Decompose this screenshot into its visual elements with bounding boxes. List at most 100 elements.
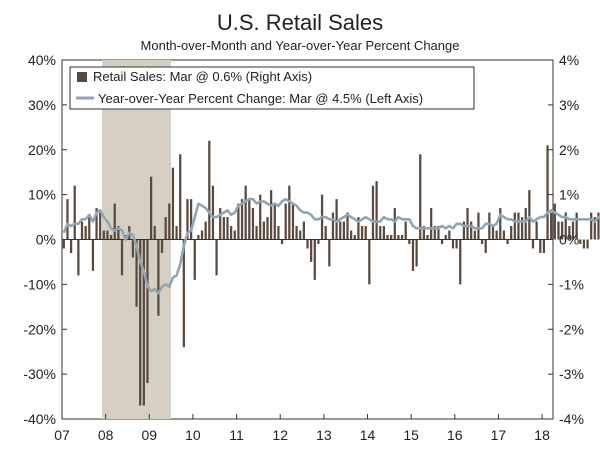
bar <box>546 145 549 240</box>
bar <box>175 226 178 240</box>
bar <box>557 221 560 240</box>
bar <box>135 239 138 307</box>
bar <box>299 230 302 240</box>
bar <box>233 230 236 240</box>
bar <box>219 208 222 240</box>
bar <box>590 212 593 240</box>
bar <box>324 226 327 240</box>
bar <box>270 190 273 240</box>
bar <box>499 208 502 240</box>
left-tick-label: 30% <box>28 97 56 113</box>
x-tick-label: 08 <box>98 427 114 443</box>
bar <box>62 239 65 249</box>
bar <box>408 239 411 244</box>
x-tick-label: 17 <box>491 427 507 443</box>
left-tick-label: 40% <box>28 52 56 68</box>
bar <box>262 221 265 240</box>
bar <box>440 239 444 244</box>
bar <box>339 221 342 240</box>
bar <box>553 203 556 240</box>
bar <box>404 221 407 240</box>
bar <box>99 212 102 240</box>
bar <box>222 217 225 240</box>
legend: Retail Sales: Mar @ 0.6% (Right Axis) Ye… <box>69 66 475 110</box>
bar <box>451 239 455 249</box>
bar <box>386 235 389 240</box>
bar <box>491 226 495 240</box>
bar <box>73 185 76 240</box>
bar <box>226 217 229 240</box>
bar <box>149 176 153 240</box>
x-tick-label: 07 <box>54 427 70 443</box>
bar <box>360 226 364 240</box>
legend-box <box>69 66 475 110</box>
bar <box>531 239 535 249</box>
bar <box>379 226 382 240</box>
line-series-layer <box>62 197 600 295</box>
bar <box>200 230 204 240</box>
bar <box>510 226 513 240</box>
bar <box>593 217 596 240</box>
bar <box>390 235 393 240</box>
bar <box>477 212 480 240</box>
bar <box>204 221 207 240</box>
bar <box>459 239 462 285</box>
bar <box>153 226 156 240</box>
bar <box>542 239 546 253</box>
bar <box>142 239 145 406</box>
left-tick-label: -30% <box>23 366 56 382</box>
right-tick-label: -2% <box>559 321 584 337</box>
left-tick-label: 10% <box>28 187 56 203</box>
right-tick-label: -3% <box>559 366 584 382</box>
left-tick-label: 0% <box>36 232 56 248</box>
bar <box>364 226 367 240</box>
bar <box>255 226 258 240</box>
bar <box>579 239 582 244</box>
left-tick-label: -20% <box>23 321 56 337</box>
bar <box>597 212 600 240</box>
bar <box>168 203 171 240</box>
right-tick-label: 1% <box>559 187 579 203</box>
bar <box>160 239 164 253</box>
bar <box>484 239 487 253</box>
bar <box>102 230 105 240</box>
bar <box>419 154 422 240</box>
bar <box>462 221 466 240</box>
bar <box>495 230 498 240</box>
right-axis: 4% 3% 2% 1% 0% -1% -2% -3% -4% <box>548 52 584 427</box>
bar <box>95 208 98 240</box>
bar <box>280 239 284 244</box>
bar <box>91 239 95 271</box>
bar <box>539 239 542 253</box>
x-tick-label: 12 <box>272 427 288 443</box>
bar <box>455 239 458 249</box>
right-tick-label: 2% <box>559 142 579 158</box>
bar <box>240 199 244 240</box>
bar <box>586 239 589 249</box>
bar <box>244 185 247 240</box>
bar <box>237 203 240 240</box>
bar <box>571 221 575 240</box>
bar <box>113 203 116 240</box>
yoy-line <box>62 197 600 295</box>
bar <box>328 239 331 267</box>
left-tick-label: -40% <box>23 411 56 427</box>
bar <box>397 235 400 240</box>
x-tick-label: 10 <box>185 427 201 443</box>
bar <box>448 230 451 240</box>
legend-line-label: Year-over-Year Percent Change: Mar @ 4.5… <box>98 91 423 106</box>
bar <box>400 235 404 240</box>
bar <box>353 235 356 240</box>
bar <box>506 239 509 244</box>
x-tick-label: 14 <box>360 427 376 443</box>
bar <box>193 239 196 280</box>
bar <box>80 221 84 240</box>
bar <box>382 226 386 240</box>
bar <box>66 199 69 240</box>
x-tick-label: 11 <box>229 427 244 443</box>
bar <box>582 239 586 249</box>
bar <box>69 239 73 253</box>
x-tick-label: 13 <box>316 427 332 443</box>
left-tick-label: 20% <box>28 142 56 158</box>
